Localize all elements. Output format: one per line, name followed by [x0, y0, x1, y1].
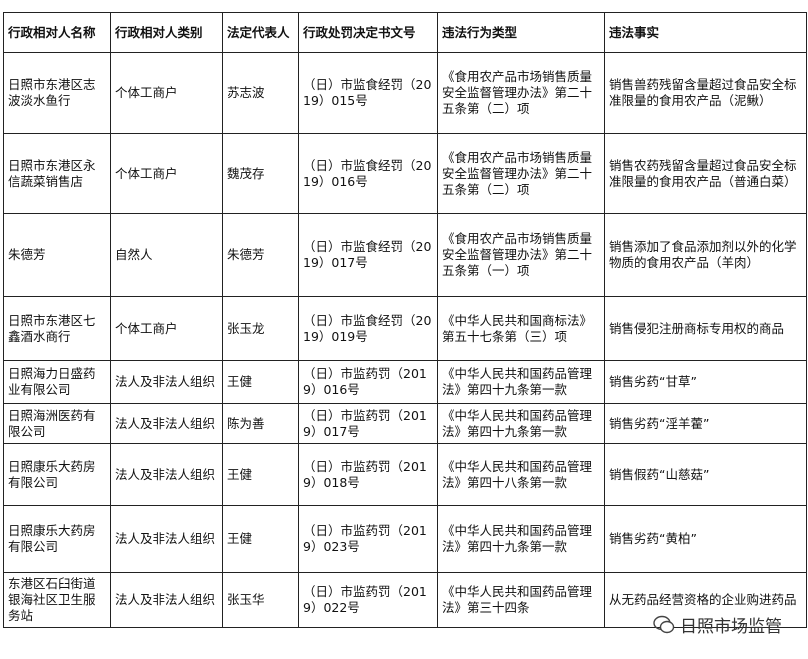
- cell: 销售劣药“甘草”: [604, 360, 807, 404]
- cell: （日）市监食经罚（2019）016号: [298, 133, 438, 214]
- cell: 销售兽药残留含量超过食品安全标准限量的食用农产品（泥鳅）: [604, 52, 807, 134]
- cell: 日照市东港区志波淡水鱼行: [3, 52, 111, 134]
- cell: （日）市监药罚（2019）018号: [298, 443, 438, 506]
- cell: 陈为善: [222, 403, 299, 444]
- cell: 销售假药“山慈菇”: [604, 443, 807, 506]
- data-row: 日照康乐大药房有限公司 法人及非法人组织 王健 （日）市监药罚（2019）018号 《中…: [3, 443, 807, 506]
- cell: 苏志波: [222, 52, 299, 134]
- header-cell: 行政相对人名称: [3, 12, 111, 53]
- penalty-table: 行政相对人名称 行政相对人类别 法定代表人 行政处罚决定书文号 违法行为类型 违法事实 日照…: [3, 12, 807, 628]
- watermark-text: 日照市场监管: [680, 617, 782, 637]
- header-cell: 违法事实: [604, 12, 807, 53]
- cell: 《中华人民共和国商标法》第五十七条第（三）项: [437, 296, 605, 361]
- cell: 《中华人民共和国药品管理法》第四十八条第一款: [437, 443, 605, 506]
- cell: 销售劣药“黄柏”: [604, 505, 807, 573]
- cell: 日照市东港区永信蔬菜销售店: [3, 133, 111, 214]
- header-cell: 法定代表人: [222, 12, 299, 53]
- data-row: 日照市东港区永信蔬菜销售店 个体工商户 魏茂存 （日）市监食经罚（2019）016号《…: [3, 133, 807, 214]
- cell: 日照海洲医药有限公司: [3, 403, 111, 444]
- cell: 自然人: [110, 213, 223, 297]
- wechat-icon: [653, 615, 675, 633]
- cell: 日照海力日盛药业有限公司: [3, 360, 111, 404]
- cell: 王健: [222, 505, 299, 573]
- data-row: 日照康乐大药房有限公司 法人及非法人组织 王健 （日）市监药罚（2019）023号 《中…: [3, 505, 807, 573]
- data-row: 日照海力日盛药业有限公司 法人及非法人组织 王健 （日）市监药罚（2019）016号《…: [3, 360, 807, 404]
- cell: （日）市监食经罚（2019）015号: [298, 52, 438, 134]
- cell: 个体工商户: [110, 296, 223, 361]
- cell: （日）市监药罚（2019）023号: [298, 505, 438, 573]
- cell: 朱德芳: [222, 213, 299, 297]
- cell: （日）市监药罚（2019）017号: [298, 403, 438, 444]
- cell: 日照康乐大药房有限公司: [3, 443, 111, 506]
- cell: 王健: [222, 443, 299, 506]
- cell: 个体工商户: [110, 52, 223, 134]
- watermark: 日照市场监管: [653, 612, 782, 637]
- cell: 《中华人民共和国药品管理法》第四十九条第一款: [437, 360, 605, 404]
- header-cell: 行政相对人类别: [110, 12, 223, 53]
- cell: 《中华人民共和国药品管理法》第三十四条: [437, 572, 605, 628]
- cell: 王健: [222, 360, 299, 404]
- data-row: 朱德芳 自然人 朱德芳 （日）市监食经罚（2019）017号 《食用农产品市场销售质量安…: [3, 213, 807, 297]
- cell: 个体工商户: [110, 133, 223, 214]
- data-row: 东港区石臼街道银海社区卫生服务站 法人及非法人组织 张玉华 （日）市监药罚（2019）…: [3, 572, 807, 628]
- cell: （日）市监食经罚（2019）019号: [298, 296, 438, 361]
- cell: 《食用农产品市场销售质量安全监督管理办法》第二十五条第（二）项: [437, 52, 605, 134]
- header-cell: 行政处罚决定书文号: [298, 12, 438, 53]
- data-row: 日照市东港区七鑫酒水商行 个体工商户 张玉龙 （日）市监食经罚（2019）019号 《中…: [3, 296, 807, 361]
- cell: 《食用农产品市场销售质量安全监督管理办法》第二十五条第（一）项: [437, 213, 605, 297]
- cell: 法人及非法人组织: [110, 403, 223, 444]
- cell: 东港区石臼街道银海社区卫生服务站: [3, 572, 111, 628]
- data-row: 日照海洲医药有限公司 法人及非法人组织 陈为善 （日）市监药罚（2019）017号 《中…: [3, 403, 807, 444]
- cell: 《中华人民共和国药品管理法》第四十九条第一款: [437, 505, 605, 573]
- cell: 法人及非法人组织: [110, 505, 223, 573]
- cell: （日）市监药罚（2019）022号: [298, 572, 438, 628]
- cell: 销售劣药“淫羊藿”: [604, 403, 807, 444]
- cell: 从无药品经营资格的企业购进药品: [604, 572, 807, 628]
- cell: 《食用农产品市场销售质量安全监督管理办法》第二十五条第（二）项: [437, 133, 605, 214]
- cell: 销售农药残留含量超过食品安全标准限量的食用农产品（普通白菜）: [604, 133, 807, 214]
- cell: 销售侵犯注册商标专用权的商品: [604, 296, 807, 361]
- header-cell: 违法行为类型: [437, 12, 605, 53]
- cell: 法人及非法人组织: [110, 572, 223, 628]
- cell: 朱德芳: [3, 213, 111, 297]
- cell: 法人及非法人组织: [110, 360, 223, 404]
- cell: 张玉龙: [222, 296, 299, 361]
- cell: 销售添加了食品添加剂以外的化学物质的食用农产品（羊肉）: [604, 213, 807, 297]
- data-row: 日照市东港区志波淡水鱼行 个体工商户 苏志波 （日）市监食经罚（2019）015号 《食…: [3, 52, 807, 134]
- cell: 日照康乐大药房有限公司: [3, 505, 111, 573]
- cell: 张玉华: [222, 572, 299, 628]
- cell: （日）市监食经罚（2019）017号: [298, 213, 438, 297]
- cell: 《中华人民共和国药品管理法》第四十九条第一款: [437, 403, 605, 444]
- cell: （日）市监药罚（2019）016号: [298, 360, 438, 404]
- cell: 法人及非法人组织: [110, 443, 223, 506]
- cell: 魏茂存: [222, 133, 299, 214]
- header-row: 行政相对人名称 行政相对人类别 法定代表人 行政处罚决定书文号 违法行为类型 违法事实: [3, 12, 807, 53]
- cell: 日照市东港区七鑫酒水商行: [3, 296, 111, 361]
